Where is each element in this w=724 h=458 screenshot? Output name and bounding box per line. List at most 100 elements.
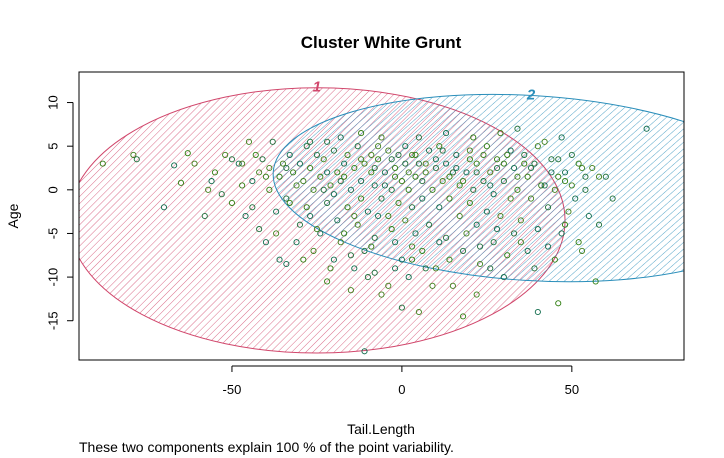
data-point <box>402 160 409 167</box>
data-point <box>378 291 385 298</box>
data-point <box>354 221 361 228</box>
data-point <box>320 186 327 193</box>
data-point <box>494 164 501 172</box>
data-point <box>398 178 405 185</box>
data-point <box>310 186 317 193</box>
x-axis: -50 0 50 <box>223 365 579 397</box>
data-point <box>337 134 344 141</box>
data-point <box>300 178 307 185</box>
data-point <box>228 156 235 163</box>
data-point <box>592 278 599 285</box>
data-point <box>395 151 402 158</box>
data-point <box>317 173 324 180</box>
data-point <box>575 160 582 167</box>
data-point <box>191 160 198 167</box>
data-point <box>446 256 453 263</box>
y-tick-label: 5 <box>45 143 60 150</box>
data-point <box>392 239 399 246</box>
data-point <box>242 212 249 220</box>
data-point <box>330 147 337 154</box>
data-point <box>511 164 518 172</box>
data-point <box>347 287 354 294</box>
data-point <box>494 226 501 233</box>
cluster-2-ellipse <box>272 93 684 283</box>
data-point <box>392 173 399 180</box>
data-point <box>405 186 412 193</box>
data-point <box>460 178 467 185</box>
data-point <box>436 239 443 246</box>
data-point <box>517 217 524 224</box>
data-point <box>324 138 331 145</box>
data-point <box>463 169 470 176</box>
data-point <box>361 348 368 355</box>
data-point <box>561 221 569 228</box>
data-point <box>521 151 528 158</box>
data-point <box>544 204 552 211</box>
data-point <box>443 130 450 137</box>
data-point <box>572 195 579 202</box>
data-point <box>177 179 185 186</box>
data-point <box>337 239 344 246</box>
data-point <box>568 151 575 158</box>
data-point <box>555 300 562 307</box>
data-point <box>466 156 473 163</box>
data-point <box>364 274 371 281</box>
data-point <box>378 195 385 202</box>
data-point <box>453 151 460 158</box>
data-point <box>473 169 480 176</box>
data-point <box>456 182 463 189</box>
data-point <box>439 147 446 154</box>
data-point <box>443 160 450 167</box>
data-point <box>375 143 382 150</box>
data-point <box>293 182 300 189</box>
data-point <box>415 308 422 316</box>
data-point <box>500 178 507 185</box>
data-point <box>473 160 480 167</box>
data-point <box>344 151 351 158</box>
data-point <box>446 195 453 202</box>
data-point <box>589 164 596 172</box>
data-point <box>436 204 443 211</box>
data-point <box>273 208 280 215</box>
data-point <box>473 291 480 298</box>
data-point <box>385 147 392 154</box>
data-point <box>252 151 259 158</box>
data-point <box>466 147 473 154</box>
data-point <box>364 208 371 215</box>
data-point <box>415 134 422 141</box>
data-point <box>392 164 399 172</box>
data-point <box>245 138 252 145</box>
data-point <box>402 143 409 150</box>
y-tick-label: -15 <box>45 311 60 330</box>
data-point <box>551 186 558 193</box>
data-point <box>463 230 470 237</box>
data-point <box>528 164 535 172</box>
data-point <box>432 156 439 163</box>
x-tick-label: -50 <box>223 382 242 397</box>
data-point <box>371 234 378 241</box>
data-point <box>585 212 592 220</box>
data-point <box>249 204 256 211</box>
data-point <box>534 226 541 233</box>
data-point <box>551 256 558 263</box>
data-point <box>561 169 569 176</box>
data-point <box>548 156 555 163</box>
y-axis-label: Age <box>5 203 21 228</box>
data-point <box>541 138 548 145</box>
data-point <box>371 269 378 276</box>
data-point <box>446 173 453 180</box>
data-point <box>286 151 293 158</box>
data-point <box>432 164 439 172</box>
data-point <box>317 230 324 237</box>
data-point <box>208 178 215 185</box>
data-point <box>582 173 589 180</box>
data-point <box>426 221 433 228</box>
data-point <box>354 143 361 150</box>
data-point <box>327 265 334 272</box>
data-point <box>371 182 378 189</box>
x-axis-label: Tail.Length <box>347 421 415 437</box>
data-point <box>456 212 463 220</box>
chart-title: Cluster White Grunt <box>301 33 462 52</box>
y-tick-label: -10 <box>45 268 60 287</box>
